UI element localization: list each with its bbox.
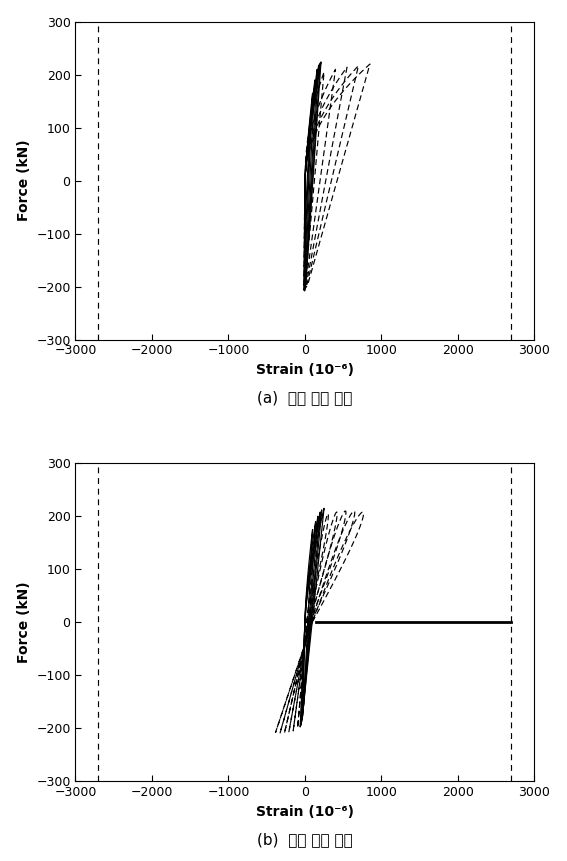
X-axis label: Strain (10⁻⁶): Strain (10⁻⁶) xyxy=(256,804,354,819)
X-axis label: Strain (10⁻⁶): Strain (10⁻⁶) xyxy=(256,363,354,377)
Text: (a)  좌측 단부 주근: (a) 좌측 단부 주근 xyxy=(257,390,353,406)
Y-axis label: Force (kN): Force (kN) xyxy=(16,581,31,663)
Text: (b)  우측 단부 주근: (b) 우측 단부 주근 xyxy=(257,832,353,847)
Y-axis label: Force (kN): Force (kN) xyxy=(16,139,31,221)
